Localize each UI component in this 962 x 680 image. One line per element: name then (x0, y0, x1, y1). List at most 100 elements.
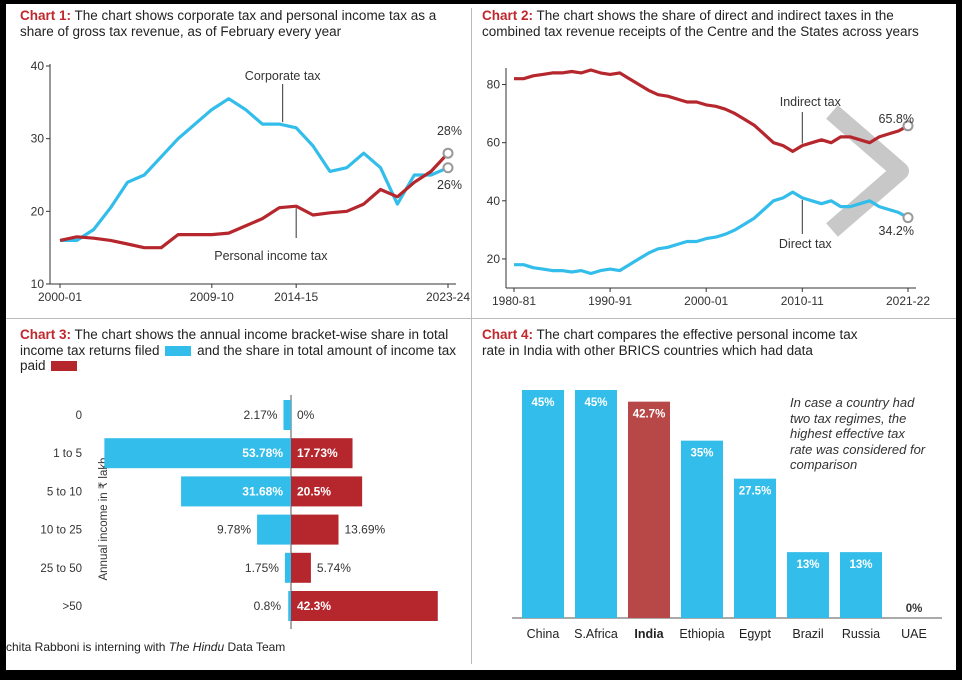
bar-egypt (734, 478, 776, 618)
bar-ethiopia (681, 440, 723, 618)
data-point (127, 181, 129, 183)
bar-india (628, 401, 670, 618)
data-point (228, 232, 230, 234)
data-point (849, 136, 851, 138)
data-point (869, 200, 871, 202)
data-point (160, 247, 162, 249)
data-point (811, 200, 813, 202)
taxpaid-value-label: 42.3% (297, 599, 331, 613)
data-point (792, 150, 794, 152)
data-point (513, 264, 515, 266)
data-point (734, 113, 736, 115)
end-marker-1 (442, 147, 454, 159)
data-point (801, 145, 803, 147)
data-point (782, 197, 784, 199)
bar-brazil (787, 552, 829, 618)
data-point (725, 108, 727, 110)
data-point (76, 236, 78, 238)
taxpaid-bar (291, 438, 353, 469)
data-point (143, 174, 145, 176)
data-point (619, 270, 621, 272)
data-point (396, 196, 398, 198)
data-point (76, 240, 78, 242)
data-point (792, 191, 794, 193)
data-point (413, 174, 415, 176)
y-tick-label: 80 (487, 78, 501, 92)
data-point (430, 170, 432, 172)
data-point (821, 203, 823, 205)
bar-china (522, 390, 564, 618)
y-tick-label: 40 (487, 194, 501, 208)
data-point (638, 84, 640, 86)
x-tick-label: 2021-22 (886, 294, 930, 308)
bar-russia (840, 552, 882, 618)
value-label: 0% (906, 603, 923, 615)
y-tick-label: 60 (487, 136, 501, 150)
chart4-title-label: Chart 4: (482, 327, 534, 342)
series-name-corporate: Corporate tax (245, 69, 321, 83)
chart4-title-text: The chart compares the effective persona… (482, 327, 858, 358)
data-point (676, 244, 678, 246)
data-point (110, 207, 112, 209)
data-point (763, 209, 765, 211)
data-point (561, 72, 563, 74)
data-point (744, 119, 746, 121)
taxpaid-swatch (51, 361, 78, 372)
category-label: Brazil (792, 627, 823, 641)
category-label: China (527, 627, 560, 641)
end-label-1: 34.2% (879, 224, 914, 238)
series-line-0 (60, 97, 449, 242)
data-point (590, 69, 592, 71)
data-point (753, 124, 755, 126)
data-point (396, 203, 398, 205)
series-name-indirect: Indirect tax (780, 95, 842, 109)
data-point (801, 197, 803, 199)
x-tick-label: 1990-91 (588, 294, 632, 308)
chart3-title: Chart 3: The chart shows the annual inco… (20, 327, 460, 374)
data-point (312, 145, 314, 147)
end-marker-0 (442, 162, 454, 174)
data-point (744, 223, 746, 225)
data-point (143, 247, 145, 249)
value-label: 45% (531, 397, 554, 409)
data-point (532, 267, 534, 269)
credit-after: Data Team (224, 640, 286, 654)
data-point (715, 105, 717, 107)
data-point (628, 264, 630, 266)
value-label: 42.7% (633, 409, 666, 421)
data-point (773, 200, 775, 202)
data-point (380, 167, 382, 169)
x-tick-label: 2010-11 (781, 294, 824, 308)
series-line-0 (514, 68, 909, 153)
data-point (657, 94, 659, 96)
data-point (849, 206, 851, 208)
data-point (696, 101, 698, 103)
data-point (523, 78, 525, 80)
chart1-title-label: Chart 1: (20, 8, 72, 23)
data-point (177, 234, 179, 236)
taxpaid-bar (291, 591, 438, 621)
y-tick-label: 20 (31, 204, 45, 218)
data-point (897, 130, 899, 132)
data-point (773, 142, 775, 144)
chart3-title-label: Chart 3: (20, 327, 72, 342)
data-point (278, 207, 280, 209)
data-point (513, 78, 515, 80)
data-point (93, 229, 95, 231)
x-tick-label: 2009-10 (190, 290, 234, 304)
taxpaid-bar (291, 552, 311, 583)
category-label: Egypt (739, 627, 771, 641)
bar-safrica (575, 390, 617, 618)
category-label: 1 to 5 (53, 448, 82, 460)
data-point (897, 212, 899, 214)
data-point (571, 71, 573, 73)
x-tick-label: 2014-15 (274, 290, 318, 304)
data-point (734, 229, 736, 231)
data-point (763, 133, 765, 135)
taxpaid-value-label: 5.74% (317, 561, 351, 575)
chart2-title-label: Chart 2: (482, 8, 534, 23)
returns-bar (181, 476, 291, 507)
x-tick-label: 2023-24 (426, 290, 470, 304)
data-point (262, 123, 264, 125)
value-label: 35% (690, 448, 713, 460)
